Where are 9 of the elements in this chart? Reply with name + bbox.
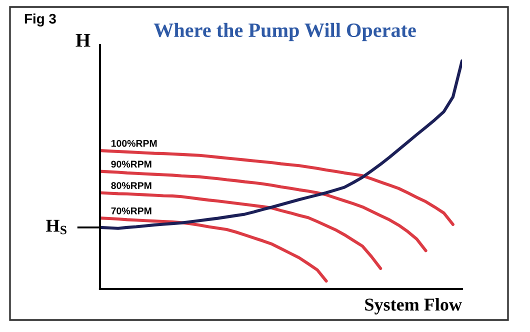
x-axis-title: System Flow [365, 298, 462, 314]
chart-title: Where the Pump Will Operate [154, 22, 416, 42]
series-label: 100%RPM [111, 140, 157, 147]
y-axis-title: H [76, 34, 90, 47]
caption: Fig 3 [24, 13, 56, 27]
series-label: 90%RPM [111, 160, 152, 168]
series-label: 70%RPM [111, 207, 152, 214]
text: H$_{S}$ [46, 220, 66, 234]
series-label: 80%RPM [111, 182, 152, 190]
